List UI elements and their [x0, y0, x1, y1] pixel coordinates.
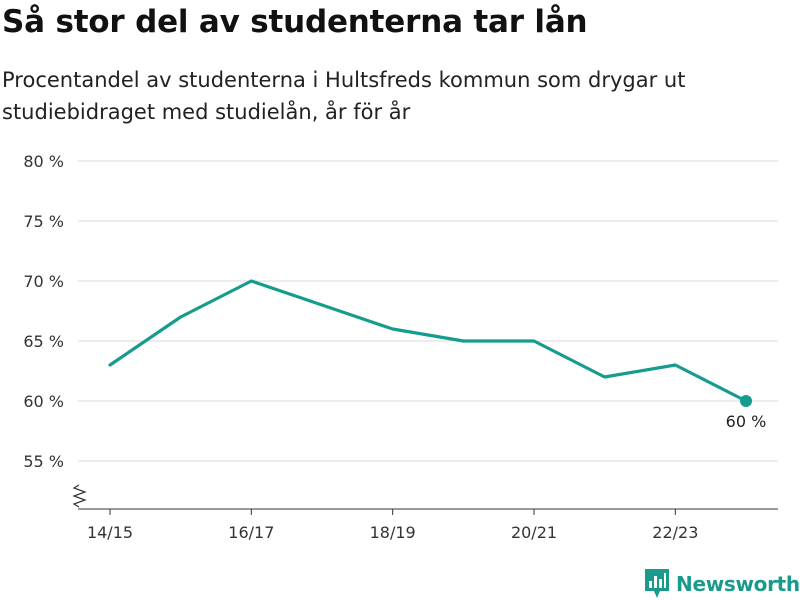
chart-subtitle: Procentandel av studenterna i Hultsfreds…	[2, 68, 686, 124]
end-value-label: 60 %	[726, 412, 767, 431]
gridlines	[78, 160, 778, 462]
y-tick-label: 70 %	[23, 272, 64, 291]
end-point-marker	[740, 395, 752, 407]
newsworthy-icon	[645, 569, 669, 598]
brand-name: Newsworthy	[676, 572, 800, 596]
y-axis-ticks: 55 % 60 % 65 % 70 % 75 % 80 %	[23, 152, 64, 471]
axis-break-marker	[72, 484, 87, 508]
x-tick-label: 14/15	[87, 523, 133, 542]
x-tick-label: 20/21	[511, 523, 557, 542]
y-tick-label: 55 %	[23, 452, 64, 471]
y-tick-label: 60 %	[23, 392, 64, 411]
series-line	[108, 279, 748, 403]
series	[108, 279, 752, 407]
y-tick-label: 65 %	[23, 332, 64, 351]
x-tick-label: 22/23	[652, 523, 698, 542]
x-tick-label: 16/17	[228, 523, 274, 542]
x-axis	[72, 484, 778, 510]
data-labels: 60 %	[726, 412, 767, 431]
x-tick-label: 18/19	[370, 523, 416, 542]
y-tick-label: 75 %	[23, 212, 64, 231]
x-axis-ticks: 14/15 16/17 18/19 20/21 22/23	[87, 509, 698, 542]
y-tick-label: 80 %	[23, 152, 64, 171]
newsworthy-logo: Newsworthy	[644, 568, 800, 600]
chart-title: Så stor del av studenterna tar lån	[2, 4, 588, 40]
